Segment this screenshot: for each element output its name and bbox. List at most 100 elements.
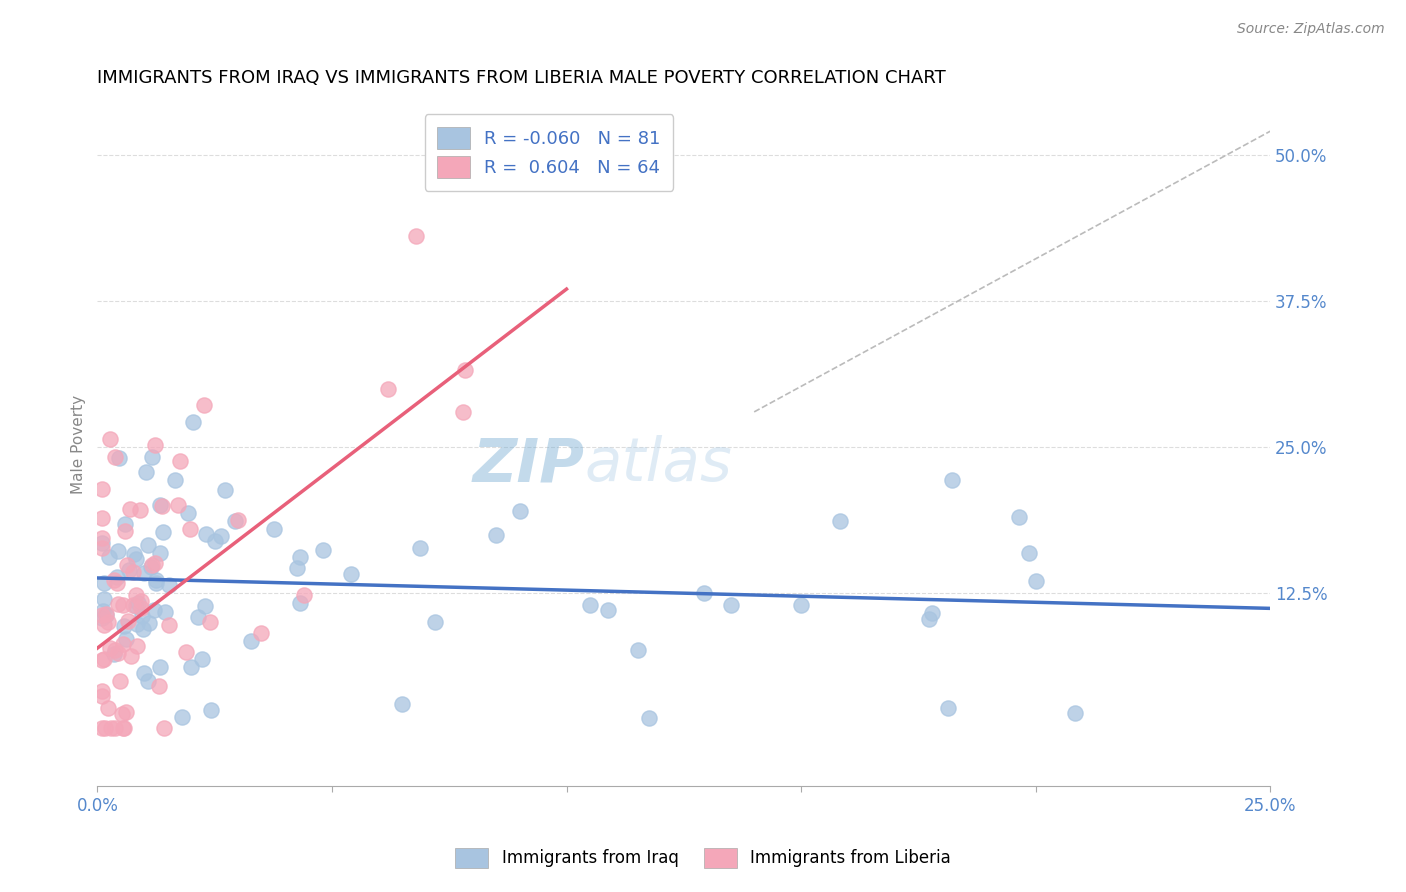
Legend: Immigrants from Iraq, Immigrants from Liberia: Immigrants from Iraq, Immigrants from Li… [449, 841, 957, 875]
Point [97, 615, 120, 629]
Text: ZIP: ZIP [472, 435, 583, 494]
Text: Source: ZipAtlas.com: Source: ZipAtlas.com [1237, 22, 1385, 37]
Point [136, 673, 159, 688]
Point [187, 609, 209, 624]
Point [936, 701, 959, 715]
Point [152, 525, 174, 540]
Point [287, 561, 309, 575]
Point [135, 465, 157, 479]
Point [122, 547, 145, 561]
Text: atlas: atlas [583, 435, 733, 494]
Point [288, 596, 311, 610]
Point [103, 647, 125, 661]
Point [91, 483, 114, 497]
Point [94, 608, 117, 623]
Point [121, 566, 143, 580]
Point [150, 499, 173, 513]
Point [103, 573, 125, 587]
Point [91, 690, 114, 704]
Point [120, 501, 142, 516]
Point [941, 473, 963, 487]
Point [174, 645, 197, 659]
Point [143, 557, 166, 571]
Point [226, 513, 249, 527]
Point [141, 558, 163, 572]
Point [134, 665, 156, 680]
Point [1064, 706, 1087, 720]
Point [94, 607, 117, 621]
Point [93, 617, 115, 632]
Point [453, 405, 475, 419]
Text: IMMIGRANTS FROM IRAQ VS IMMIGRANTS FROM LIBERIA MALE POVERTY CORRELATION CHART: IMMIGRANTS FROM IRAQ VS IMMIGRANTS FROM … [97, 69, 946, 87]
Point [183, 415, 205, 429]
Point [169, 454, 191, 468]
Point [129, 594, 152, 608]
Point [249, 625, 271, 640]
Point [149, 660, 172, 674]
Point [91, 536, 114, 550]
Point [104, 643, 127, 657]
Point [91, 541, 114, 555]
Point [290, 549, 312, 564]
Point [163, 473, 186, 487]
Point [108, 674, 131, 689]
Point [108, 450, 131, 465]
Point [166, 499, 188, 513]
Point [114, 524, 136, 539]
Point [93, 592, 115, 607]
Point [454, 363, 477, 377]
Point [91, 683, 114, 698]
Point [172, 710, 194, 724]
Point [918, 612, 941, 626]
Point [132, 566, 155, 580]
Point [190, 652, 212, 666]
Point [127, 596, 149, 610]
Point [177, 506, 200, 520]
Point [125, 599, 148, 614]
Point [145, 574, 167, 588]
Legend: R = -0.060   N = 81, R =  0.604   N = 64: R = -0.060 N = 81, R = 0.604 N = 64 [425, 114, 673, 191]
Point [143, 438, 166, 452]
Point [131, 608, 153, 623]
Point [91, 511, 114, 525]
Point [127, 640, 149, 654]
Point [91, 604, 114, 618]
Point [405, 229, 427, 244]
Point [153, 721, 176, 735]
Point [105, 576, 128, 591]
Point [105, 570, 128, 584]
Point [339, 566, 361, 581]
Point [107, 646, 129, 660]
Point [391, 698, 413, 712]
Point [790, 598, 813, 612]
Point [93, 651, 115, 665]
Point [91, 653, 114, 667]
Point [141, 450, 163, 464]
Point [263, 522, 285, 536]
Point [112, 721, 135, 735]
Point [114, 516, 136, 531]
Point [129, 601, 152, 615]
Point [224, 514, 246, 528]
Point [136, 538, 159, 552]
Point [209, 529, 232, 543]
Y-axis label: Male Poverty: Male Poverty [72, 394, 86, 493]
Point [693, 585, 716, 599]
Point [98, 640, 121, 655]
Point [115, 705, 138, 719]
Point [125, 588, 148, 602]
Point [194, 526, 217, 541]
Point [143, 602, 166, 616]
Point [111, 721, 134, 735]
Point [485, 527, 508, 541]
Point [104, 450, 127, 464]
Point [626, 642, 648, 657]
Point [117, 614, 139, 628]
Point [98, 550, 121, 565]
Point [157, 618, 180, 632]
Point [148, 679, 170, 693]
Point [115, 558, 138, 573]
Point [312, 542, 335, 557]
Point [423, 615, 446, 630]
Point [112, 619, 135, 633]
